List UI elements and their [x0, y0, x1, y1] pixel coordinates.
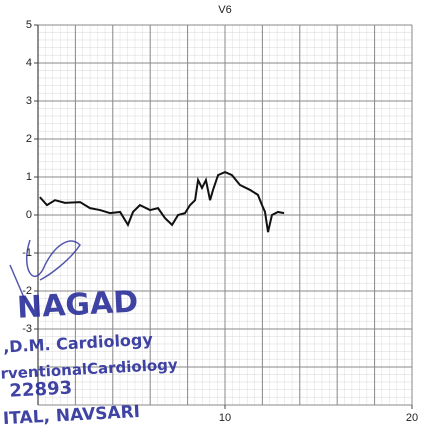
y-tick-label: 2 [26, 133, 32, 145]
y-tick-label: 4 [26, 57, 32, 69]
y-tick-label: -2 [22, 285, 32, 297]
stamp-text: ITAL, NAVSARI [2, 402, 140, 429]
x-tick-label: 10 [219, 412, 231, 424]
stamp-text: 22893 [9, 378, 73, 402]
chart-title: V6 [218, 4, 231, 16]
y-tick-label: 3 [26, 95, 32, 107]
y-tick-label: 5 [26, 19, 32, 31]
y-tick-label: -3 [22, 323, 32, 335]
y-tick-label: 0 [26, 209, 32, 221]
trace [39, 170, 285, 233]
x-tick-label: 20 [406, 412, 418, 424]
stamp-signature [9, 239, 81, 301]
y-tick-label: 1 [26, 171, 32, 183]
stamp-text: NAGAD [16, 284, 139, 325]
